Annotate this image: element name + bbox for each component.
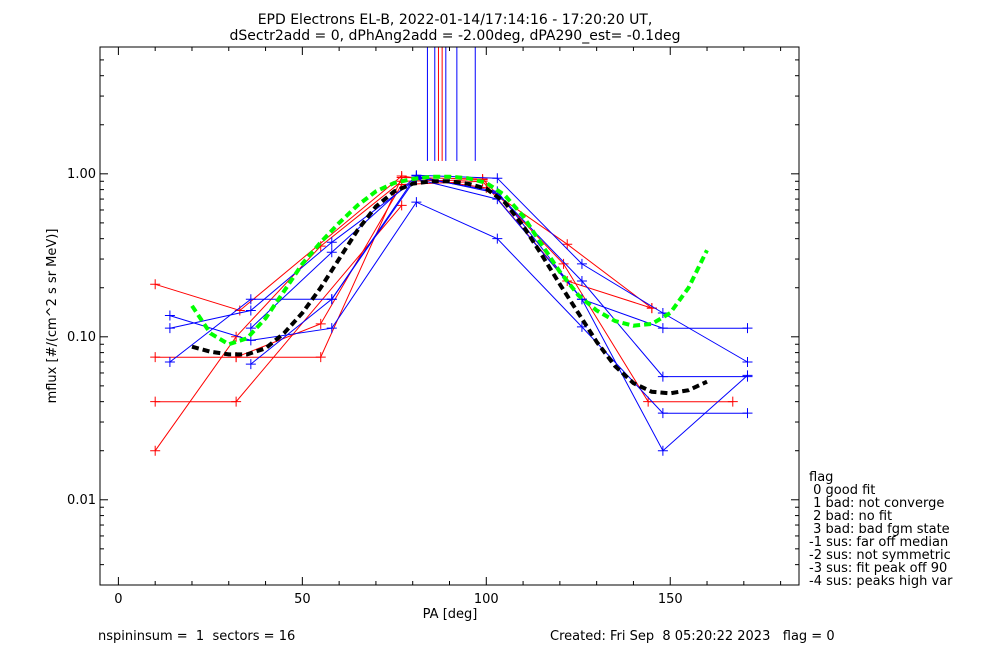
data-point [657, 408, 668, 419]
data-point [657, 307, 668, 318]
footer-right: Created: Fri Sep 8 05:20:22 2023 flag = … [550, 629, 835, 644]
data-point [411, 197, 422, 208]
y-tick-label: 0.10 [67, 330, 96, 345]
x-tick-label: 150 [658, 592, 683, 607]
data-point [164, 323, 175, 334]
legend-entry: 3 bad: bad fgm state [809, 522, 950, 537]
series-line-3 [154, 179, 483, 451]
data-point [657, 371, 668, 382]
legend-entry: -1 sus: far off median [809, 535, 948, 550]
axes: 0 50 100 150 0.01 0.10 1.00 [67, 46, 799, 607]
series-line-7 [169, 178, 748, 329]
data-point [657, 323, 668, 334]
legend-entry: 1 bad: not converge [809, 496, 944, 511]
data-point [326, 294, 337, 305]
series-line-6 [169, 201, 748, 414]
data-point [231, 396, 242, 407]
footer-left: nspininsum = 1 sectors = 16 [98, 629, 295, 644]
fit-curve-fit_black [191, 179, 708, 396]
fit-curve-fit_green [190, 174, 709, 347]
chart-subtitle: dSectr2add = 0, dPhAng2add = -2.00deg, d… [230, 28, 681, 44]
data-point [245, 305, 256, 316]
data-point [315, 318, 326, 329]
legend-entry: -2 sus: not symmetric [809, 548, 951, 563]
data-point [326, 237, 337, 248]
data-point [164, 357, 175, 368]
series-line-2 [155, 205, 403, 403]
chart-marks [150, 47, 753, 456]
data-point [150, 445, 161, 456]
data-point [727, 396, 738, 407]
data-point [396, 200, 407, 211]
data-point [164, 310, 175, 321]
data-point [245, 294, 256, 305]
plot-frame [99, 46, 800, 586]
series-line-4 [235, 180, 652, 358]
legend: flag 0 good fit 1 bad: not converge 2 ba… [809, 470, 953, 589]
y-tick-label: 0.01 [67, 493, 96, 508]
legend-entry: -4 sus: peaks high var [809, 574, 953, 589]
data-point [742, 371, 753, 382]
data-point [150, 279, 161, 290]
data-point [742, 323, 753, 334]
data-point [326, 323, 337, 334]
data-point [150, 396, 161, 407]
series-line-1 [155, 176, 733, 403]
x-tick-label: 0 [114, 592, 122, 607]
data-point [150, 352, 161, 363]
legend-entry: -3 sus: fit peak off 90 [809, 561, 947, 576]
y-axis-label: mflux [#/(cm^2 s sr MeV)] [45, 229, 60, 404]
series-line-5 [169, 174, 748, 363]
data-point [326, 247, 337, 258]
x-tick-label: 50 [294, 592, 311, 607]
data-point [657, 445, 668, 456]
x-tick-label: 100 [474, 592, 499, 607]
data-point [576, 275, 587, 286]
legend-entry: 2 bad: no fit [809, 509, 892, 524]
data-point [742, 408, 753, 419]
series-line-8 [250, 176, 748, 452]
data-point [742, 357, 753, 368]
data-point [315, 352, 326, 363]
data-point [562, 239, 573, 250]
x-axis-label: PA [deg] [423, 607, 478, 622]
legend-entry: 0 good fit [809, 483, 875, 498]
data-point [492, 233, 503, 244]
legend-title: flag [809, 470, 833, 485]
data-point [576, 258, 587, 269]
data-point [558, 258, 569, 269]
y-tick-label: 1.00 [67, 167, 96, 182]
chart-title: EPD Electrons EL-B, 2022-01-14/17:14:16 … [258, 12, 653, 28]
data-point [492, 173, 503, 184]
data-point [245, 359, 256, 370]
